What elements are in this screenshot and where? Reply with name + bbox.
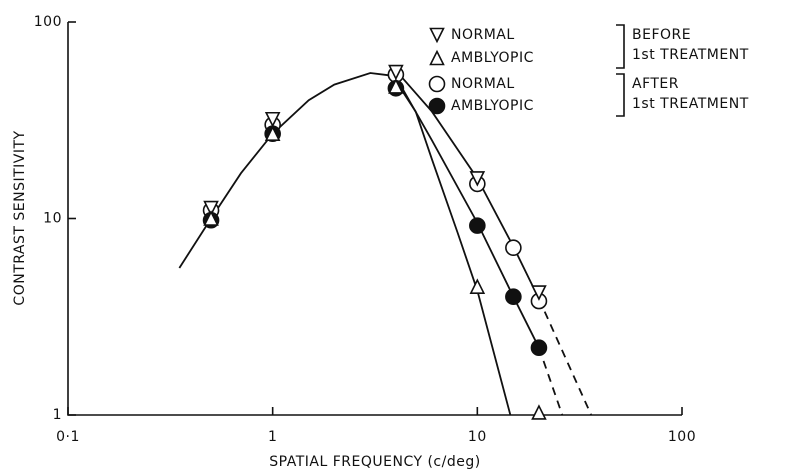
x-tick-label: 1 [268,429,277,445]
x-tick-label: 10 [468,429,487,445]
x-tick-label: 100 [668,429,696,445]
marker [469,278,486,294]
legend-label: AMBLYOPIC [451,50,534,66]
legend-marker [429,27,445,44]
legend-group-label: BEFORE [632,27,691,43]
legend-group-label: AFTER [632,76,679,92]
y-axis-label: CONTRAST SENSITIVITY [12,130,28,305]
marker [388,78,404,94]
fit-curve [178,72,396,269]
marker [264,111,281,128]
legend-marker [428,97,446,115]
fit-curve [538,298,593,416]
legend-bracket [616,24,625,69]
x-axis-label: SPATIAL FREQUENCY (c/deg) [269,454,480,470]
marker [264,125,281,142]
marker [203,200,219,217]
marker [469,171,486,187]
marker [388,64,404,81]
legend-label: NORMAL [451,27,515,43]
y-tick-label: 10 [43,211,62,227]
marker [530,339,548,357]
legend-marker [428,75,446,93]
marker [469,217,486,234]
axes [67,22,682,416]
legend-group-label: 1st TREATMENT [632,96,749,112]
legend-marker [429,49,445,66]
x-tick-label: 0·1 [56,429,80,445]
fit-curve [395,80,512,416]
fit-curve [538,347,564,416]
marker [505,239,522,257]
legend-label: AMBLYOPIC [451,98,534,114]
legend-bracket [616,73,625,117]
legend-label: NORMAL [451,76,515,92]
marker [505,288,522,305]
fit-curve [399,84,540,349]
legend-group-label: 1st TREATMENT [632,47,749,63]
marker [531,285,547,301]
y-tick-label: 1 [53,407,62,423]
marker [203,210,219,226]
marker [531,404,547,420]
y-tick-label: 100 [34,14,62,30]
